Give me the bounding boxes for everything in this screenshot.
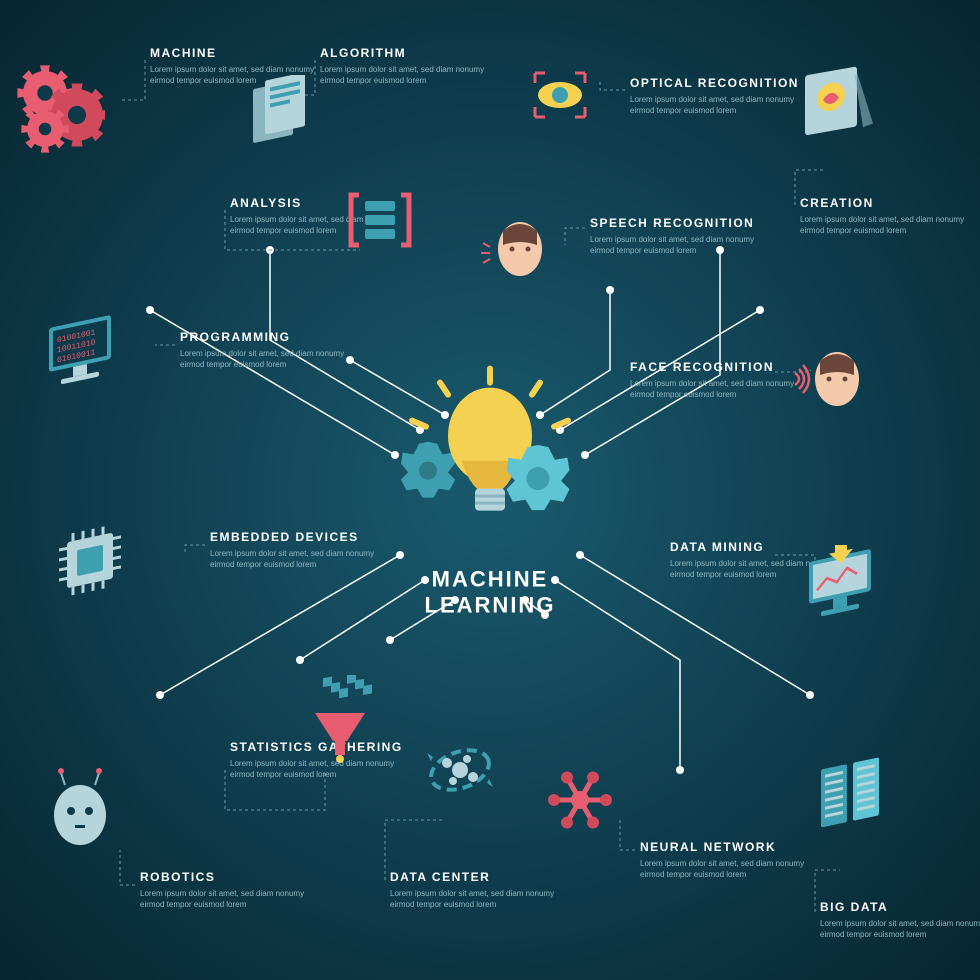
node-title: OPTICAL RECOGNITION [630,76,810,90]
center-title: MACHINE LEARNING [380,567,600,620]
node-robotics: ROBOTICS Lorem ipsum dolor sit amet, sed … [140,870,320,910]
node-embedded: EMBEDDED DEVICES Lorem ipsum dolor sit am… [210,530,390,570]
node-desc: Lorem ipsum dolor sit amet, sed diam non… [140,888,320,910]
monitor-code-icon: 01001001 10011010 01010011 [35,315,125,405]
node-neural: NEURAL NETWORK Lorem ipsum dolor sit amet… [640,840,820,880]
node-desc: Lorem ipsum dolor sit amet, sed diam non… [590,234,770,256]
monitor-chart-icon [795,545,885,635]
node-title: SPEECH RECOGNITION [590,216,770,230]
lightbulb-gears-icon [390,361,590,561]
gears-icon [15,65,105,155]
chip-icon [45,525,135,615]
eye-icon [515,55,605,145]
node-title: ALGORITHM [320,46,500,60]
orbit-icon [415,725,505,815]
node-desc: Lorem ipsum dolor sit amet, sed diam non… [820,918,980,940]
node-title: EMBEDDED DEVICES [210,530,390,544]
node-title: DATA CENTER [390,870,570,884]
node-bigdata: BIG DATA Lorem ipsum dolor sit amet, sed … [820,900,980,940]
funnel-icon [295,675,385,765]
center-hub: MACHINE LEARNING [380,361,600,620]
infographic-canvas: MACHINE LEARNING MACHINE Lorem ipsum dolo… [0,0,980,980]
robot-icon [35,765,125,855]
node-title: BIG DATA [820,900,980,914]
node-desc: Lorem ipsum dolor sit amet, sed diam non… [180,348,360,370]
node-desc: Lorem ipsum dolor sit amet, sed diam non… [630,94,810,116]
documents-icon [235,75,325,165]
node-desc: Lorem ipsum dolor sit amet, sed diam non… [320,64,500,86]
network-icon [535,755,625,845]
node-title: ROBOTICS [140,870,320,884]
node-optical: OPTICAL RECOGNITION Lorem ipsum dolor sit… [630,76,810,116]
node-desc: Lorem ipsum dolor sit amet, sed diam non… [390,888,570,910]
node-title: NEURAL NETWORK [640,840,820,854]
node-title: PROGRAMMING [180,330,360,344]
node-title: MACHINE [150,46,330,60]
node-desc: Lorem ipsum dolor sit amet, sed diam non… [210,548,390,570]
node-face: FACE RECOGNITION Lorem ipsum dolor sit am… [630,360,810,400]
node-programming: PROGRAMMING Lorem ipsum dolor sit amet, s… [180,330,360,370]
node-desc: Lorem ipsum dolor sit amet, sed diam non… [800,214,980,236]
face-scan-icon [785,335,875,425]
node-datacenter: DATA CENTER Lorem ipsum dolor sit amet, s… [390,870,570,910]
node-desc: Lorem ipsum dolor sit amet, sed diam non… [640,858,820,880]
node-speech: SPEECH RECOGNITION Lorem ipsum dolor sit … [590,216,770,256]
face-icon [475,205,565,295]
canvas-icon [785,65,875,155]
brackets-icon [335,175,425,265]
node-title: CREATION [800,196,980,210]
node-creation: CREATION Lorem ipsum dolor sit amet, sed … [800,196,980,236]
node-desc: Lorem ipsum dolor sit amet, sed diam non… [630,378,810,400]
servers-icon [805,755,895,845]
node-algorithm: ALGORITHM Lorem ipsum dolor sit amet, sed… [320,46,500,86]
node-title: FACE RECOGNITION [630,360,810,374]
